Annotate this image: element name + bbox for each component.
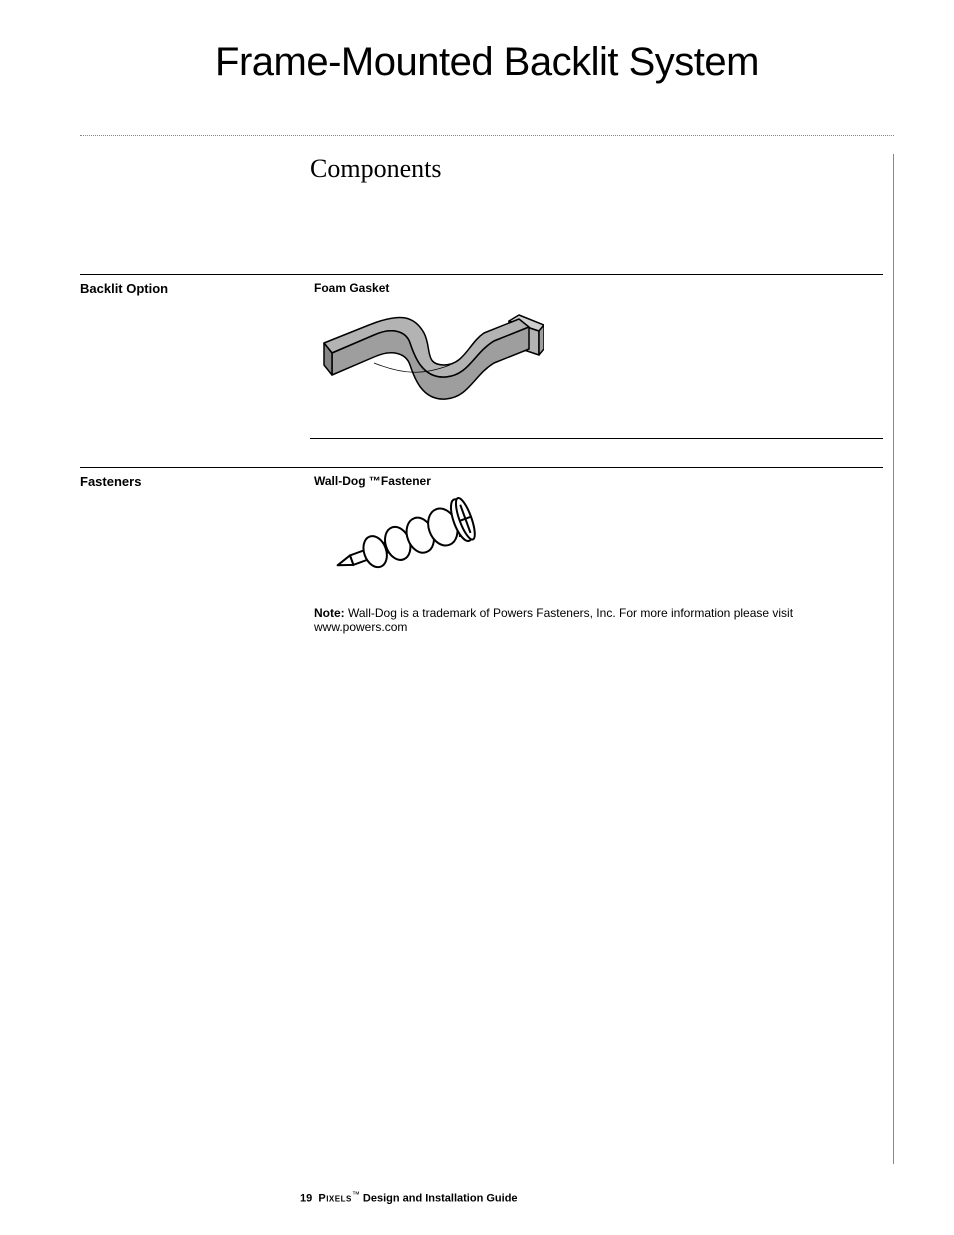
row-left-column: Fasteners (80, 467, 310, 489)
section-heading: Components (310, 154, 893, 184)
row-left-column: Backlit Option (80, 274, 310, 296)
footer-title: Design and Installation Guide (360, 1193, 518, 1205)
component-row: Fasteners Wall-Dog ™Fastener (80, 467, 893, 634)
document-page: Frame-Mounted Backlit System Components … (0, 0, 954, 1235)
page-footer: 19 Pixels™ Design and Installation Guide (300, 1190, 518, 1205)
component-label: Foam Gasket (314, 281, 883, 295)
row-bottom-rule (310, 438, 883, 439)
foam-gasket-illustration (314, 303, 883, 428)
row-right-column: Wall-Dog ™Fastener (310, 467, 883, 634)
note-prefix: Note: (314, 606, 345, 620)
wall-dog-fastener-illustration (314, 496, 883, 596)
page-title: Frame-Mounted Backlit System (80, 40, 894, 85)
row-category-label: Backlit Option (80, 281, 310, 296)
row-right-column: Foam Gasket (310, 274, 883, 439)
dotted-rule (80, 135, 894, 136)
footer-tm: ™ (352, 1190, 360, 1199)
content-area: Components Backlit Option Foam Gasket (80, 154, 894, 1164)
component-label: Wall-Dog ™Fastener (314, 474, 883, 488)
note-text: Wall-Dog is a trademark of Powers Fasten… (314, 606, 793, 634)
component-note: Note: Wall-Dog is a trademark of Powers … (314, 606, 883, 634)
row-category-label: Fasteners (80, 474, 310, 489)
footer-page-number: 19 (300, 1193, 312, 1205)
component-row: Backlit Option Foam Gasket (80, 274, 893, 439)
footer-brand: Pixels (318, 1193, 351, 1205)
